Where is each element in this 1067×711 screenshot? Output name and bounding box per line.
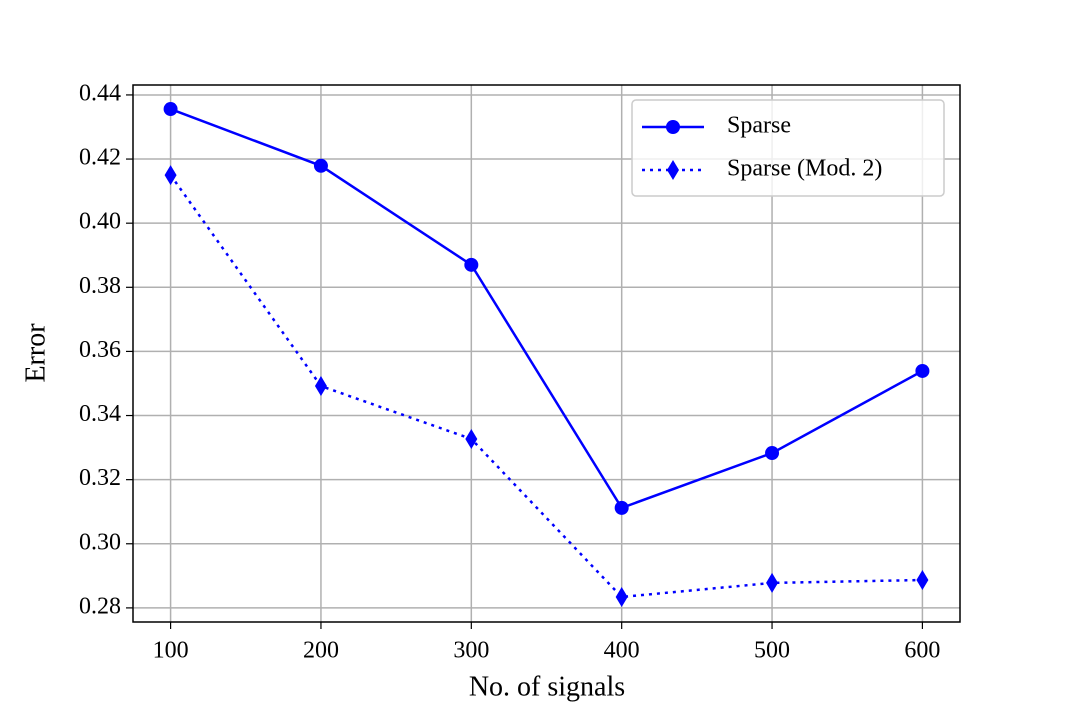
plot-frame	[132, 84, 961, 623]
x-axis-label: No. of signals	[469, 671, 625, 702]
y-tick-label: 0.32	[79, 465, 121, 491]
marker	[766, 572, 779, 593]
x-tick-label: 400	[604, 638, 640, 664]
y-tick-label: 0.34	[79, 401, 121, 427]
x-tick-label: 200	[303, 638, 339, 664]
legend-label: Sparse	[727, 113, 791, 139]
x-tick-label: 100	[153, 638, 189, 664]
marker	[314, 376, 327, 397]
marker	[614, 500, 629, 515]
y-tick-label: 0.28	[79, 593, 121, 619]
y-tick-label: 0.44	[79, 80, 121, 106]
y-tick-label: 0.38	[79, 273, 121, 299]
series-line	[170, 107, 924, 510]
x-tick-label: 300	[453, 638, 489, 664]
y-tick-label: 0.40	[79, 209, 121, 235]
legend-marker	[667, 160, 679, 180]
marker	[163, 102, 178, 117]
y-tick-label: 0.42	[79, 145, 121, 171]
marker	[915, 363, 930, 378]
marker	[465, 428, 478, 449]
legend-marker	[666, 120, 680, 134]
y-tick-label: 0.36	[79, 337, 121, 363]
marker	[765, 446, 780, 461]
marker	[164, 165, 177, 186]
y-axis-label: Error	[20, 323, 51, 383]
marker	[464, 257, 479, 272]
x-tick-label: 600	[904, 638, 940, 664]
marker	[313, 158, 328, 173]
legend-box	[631, 99, 945, 197]
marker	[916, 570, 929, 591]
y-tick-label: 0.30	[79, 529, 121, 555]
x-tick-label: 500	[754, 638, 790, 664]
legend-label: Sparse (Mod. 2)	[727, 156, 882, 182]
legend: Sparse Sparse (Mod. 2)	[631, 99, 945, 197]
marker	[615, 586, 628, 607]
